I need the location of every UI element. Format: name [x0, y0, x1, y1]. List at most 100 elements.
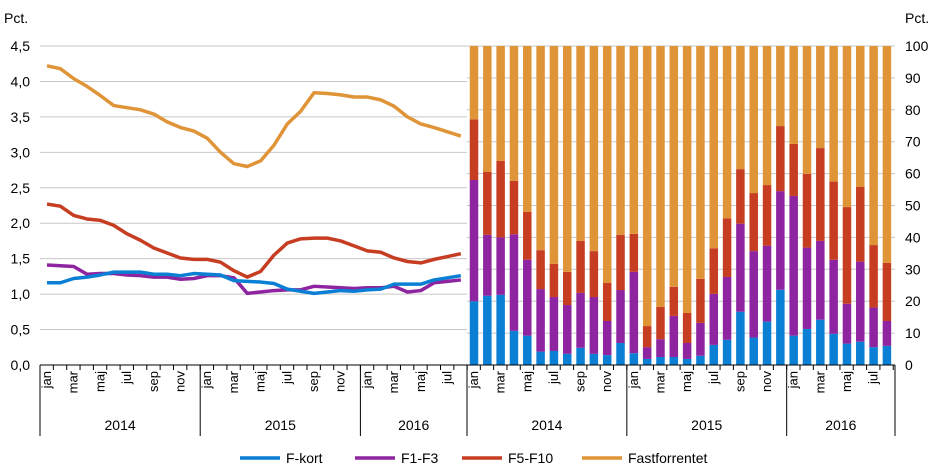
bar-f1-f3	[496, 237, 505, 295]
bar-f-kort	[842, 343, 852, 365]
bar-fastforrentet	[642, 46, 652, 327]
right-y-tick-label: 10	[905, 325, 921, 341]
legend-label: Fastforrentet	[628, 450, 707, 466]
bar-f5-f10	[549, 263, 559, 298]
right-x-month-label: mar	[812, 370, 827, 393]
bar-f5-f10	[869, 245, 878, 308]
right-x-month-label: jul	[866, 371, 881, 385]
bar-fastforrentet	[483, 46, 492, 173]
bar-fastforrentet	[722, 46, 732, 219]
bar-f1-f3	[536, 289, 545, 352]
bar-fastforrentet	[602, 46, 612, 284]
bar-f-kort	[736, 311, 745, 365]
bar-f1-f3	[856, 261, 865, 342]
right-x-month-label: nov	[759, 371, 774, 392]
bar-f5-f10	[776, 126, 785, 192]
bar-f5-f10	[856, 186, 865, 262]
bar-f-kort	[882, 345, 892, 365]
bar-f1-f3	[589, 297, 599, 354]
right-y-axis-title: Pct.	[905, 10, 929, 26]
bar-f-kort	[602, 355, 612, 365]
bar-fastforrentet	[589, 46, 599, 252]
bar-fastforrentet	[736, 46, 745, 170]
bar-f1-f3	[523, 259, 532, 336]
bar-f-kort	[469, 301, 479, 365]
bar-f1-f3	[616, 290, 625, 343]
bar-f5-f10	[789, 143, 798, 196]
bar-fastforrentet	[762, 46, 772, 186]
left-x-month-label: jul	[440, 371, 455, 385]
line-f1-f3	[46, 263, 462, 296]
left-y-axis-title: Pct.	[4, 10, 28, 26]
bar-f1-f3	[669, 315, 679, 358]
bar-f5-f10	[642, 326, 652, 348]
bar-f5-f10	[882, 262, 892, 321]
right-x-month-label: maj	[519, 371, 534, 392]
bar-f5-f10	[749, 193, 758, 252]
bar-f5-f10	[589, 251, 599, 298]
bar-fastforrentet	[656, 46, 665, 307]
left-x-month-label: nov	[333, 371, 348, 392]
line-f5-f10	[46, 202, 462, 279]
right-x-month-label: jan	[466, 371, 481, 389]
bar-f1-f3	[736, 223, 745, 312]
left-y-tick-label: 2,5	[11, 180, 31, 196]
right-y-tick-label: 30	[905, 261, 921, 277]
bar-fastforrentet	[856, 46, 865, 187]
right-x-month-label: nov	[599, 371, 614, 392]
bar-f5-f10	[536, 250, 545, 290]
bar-fastforrentet	[616, 46, 625, 235]
bar-f-kort	[856, 341, 865, 365]
bar-f1-f3	[762, 245, 772, 322]
bar-f1-f3	[656, 339, 665, 358]
bar-f1-f3	[776, 191, 785, 290]
right-y-tick-label: 40	[905, 229, 921, 245]
right-y-tick-label: 90	[905, 70, 921, 86]
bar-f5-f10	[523, 211, 532, 260]
left-y-tick-label: 4,5	[11, 38, 31, 54]
right-x-month-label: jan	[786, 371, 801, 389]
legend-label: F1-F3	[401, 450, 439, 466]
left-y-tick-label: 1,0	[11, 286, 31, 302]
left-y-tick-label: 3,5	[11, 109, 31, 125]
bar-f1-f3	[483, 234, 492, 296]
left-x-month-label: nov	[173, 371, 188, 392]
bar-f-kort	[709, 344, 719, 365]
right-y-tick-label: 80	[905, 102, 921, 118]
bar-f-kort	[669, 357, 679, 365]
bar-f-kort	[509, 330, 519, 365]
bar-fastforrentet	[789, 46, 798, 144]
left-x-month-label: jul	[279, 371, 294, 385]
right-x-month-label: maj	[839, 371, 854, 392]
bar-fastforrentet	[536, 46, 545, 251]
bar-f1-f3	[576, 292, 585, 348]
legend-label: F-kort	[286, 450, 323, 466]
left-y-tick-label: 0,5	[11, 322, 31, 338]
bar-f-kort	[589, 353, 599, 365]
bar-fastforrentet	[669, 46, 679, 287]
bar-f1-f3	[869, 307, 878, 348]
bar-f1-f3	[816, 240, 825, 320]
bar-f1-f3	[842, 303, 852, 344]
bar-f5-f10	[656, 306, 665, 340]
bar-fastforrentet	[682, 46, 692, 314]
bar-f-kort	[682, 358, 692, 365]
bar-f1-f3	[749, 251, 758, 338]
bar-f-kort	[762, 321, 772, 365]
bar-f-kort	[749, 337, 758, 365]
bar-f5-f10	[842, 207, 852, 304]
bar-fastforrentet	[776, 46, 785, 127]
bar-fastforrentet	[869, 46, 878, 246]
bar-f5-f10	[469, 119, 479, 180]
bar-f-kort	[656, 357, 665, 365]
left-x-month-label: maj	[413, 371, 428, 392]
bar-f-kort	[722, 339, 732, 365]
bar-f-kort	[562, 353, 572, 365]
right-y-tick-label: 50	[905, 198, 921, 214]
left-y-tick-label: 4,0	[11, 73, 31, 89]
bar-f1-f3	[562, 305, 572, 354]
bar-f-kort	[642, 358, 652, 365]
bar-f5-f10	[829, 181, 838, 260]
left-y-tick-label: 3,0	[11, 144, 31, 160]
bar-fastforrentet	[882, 46, 892, 263]
